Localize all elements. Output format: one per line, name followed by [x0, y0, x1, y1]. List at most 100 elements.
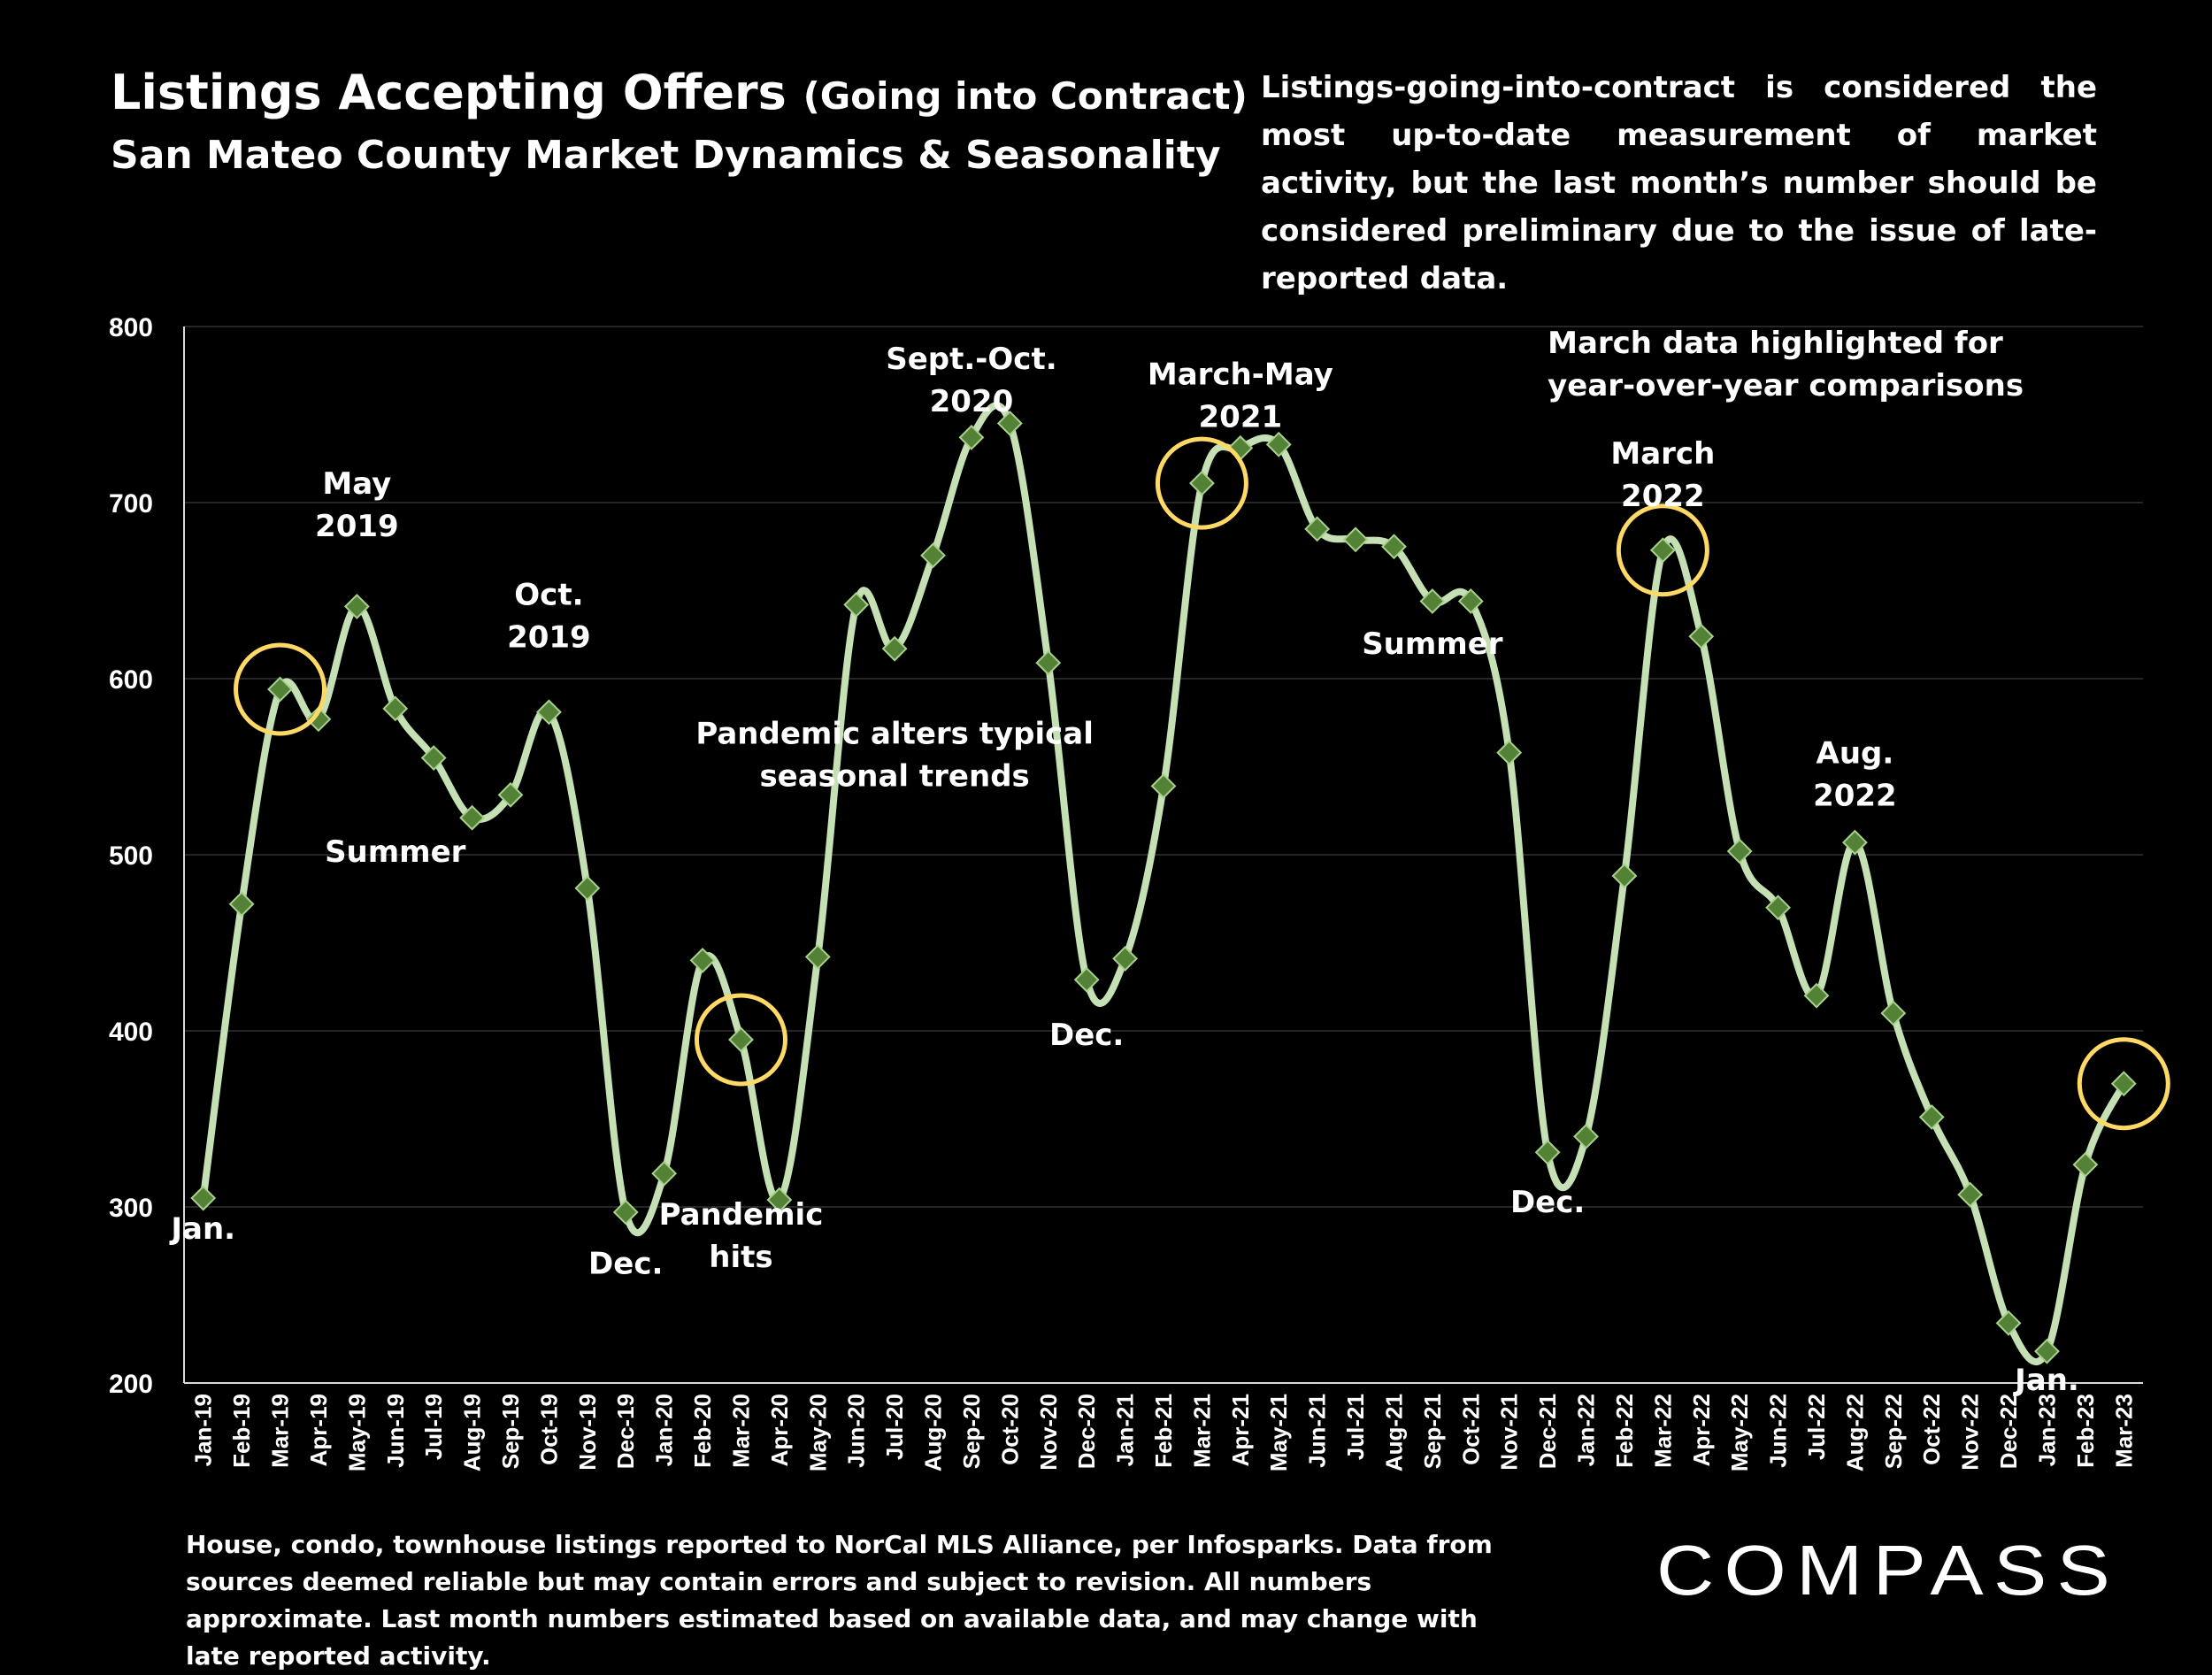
- annotation-13: March 2022: [1610, 436, 1715, 514]
- x-tick-label: Oct-20: [996, 1394, 1023, 1465]
- data-point-Dec-21: [1534, 1139, 1561, 1165]
- data-point-Aug-20: [920, 542, 946, 569]
- y-tick-label: 800: [109, 313, 153, 342]
- x-axis-ticks: Jan-19 Feb-19 Mar-19 Apr-19 May-19 Jun-19 Jul-…: [190, 1394, 2138, 1471]
- x-tick-label: Jan-19: [190, 1394, 217, 1466]
- x-tick-label: Mar-22: [1649, 1394, 1676, 1468]
- x-tick-label: May-19: [343, 1394, 370, 1471]
- x-tick-label: Apr-22: [1688, 1394, 1715, 1466]
- x-tick-label: Sep-20: [958, 1394, 985, 1469]
- data-point-May-22: [1726, 838, 1753, 864]
- annotation-7: Sept.-Oct. 2020: [886, 342, 1056, 419]
- data-point-Apr-20: [766, 1187, 793, 1213]
- annotation-0: Jan.: [169, 1211, 235, 1247]
- annotation-12: Dec.: [1510, 1185, 1585, 1220]
- data-markers: [190, 411, 2137, 1364]
- compass-logo-text: COMPASS: [1656, 1533, 2120, 1603]
- data-point-Aug-22: [1841, 829, 1868, 856]
- data-point-Nov-22: [1957, 1181, 1984, 1208]
- data-point-Mar-20: [728, 1026, 754, 1053]
- x-tick-label: Feb-21: [1150, 1394, 1177, 1468]
- data-point-Feb-20: [689, 947, 716, 973]
- data-point-Feb-22: [1611, 863, 1638, 889]
- data-point-Jul-21: [1342, 526, 1369, 553]
- data-point-Aug-19: [459, 804, 486, 831]
- annotation-4: Dec.: [588, 1247, 663, 1282]
- x-tick-label: Dec-19: [612, 1394, 639, 1469]
- data-point-Jan-20: [651, 1160, 678, 1187]
- x-tick-label: Dec-20: [1073, 1394, 1100, 1469]
- x-tick-label: Jul-21: [1342, 1394, 1369, 1460]
- line-chart: 200 300 400 500 600 700 800 Jan-19 Feb-19 Mar-19…: [109, 313, 2170, 1471]
- x-tick-label: Feb-20: [689, 1394, 716, 1468]
- highlight-circle-Mar-20: [694, 993, 787, 1087]
- data-point-Nov-21: [1496, 740, 1523, 765]
- data-point-Mar-23: [2110, 1071, 2137, 1097]
- annotation-3: Oct. 2019: [507, 577, 591, 655]
- x-tick-label: Oct-21: [1457, 1394, 1484, 1465]
- x-tick-label: Jan-22: [1573, 1394, 1600, 1466]
- data-point-Mar-19: [267, 676, 293, 703]
- data-point-Jan-19: [190, 1185, 217, 1211]
- x-tick-label: May-21: [1265, 1394, 1292, 1471]
- data-point-Jan-23: [2034, 1338, 2060, 1364]
- data-point-Feb-19: [228, 891, 255, 918]
- preliminary-data-note: Listings-going-into-contract is consider…: [1261, 70, 2097, 296]
- highlight-circle-Mar-21: [1155, 436, 1248, 530]
- y-axis-ticks: 200 300 400 500 600 700 800: [109, 313, 153, 1399]
- x-tick-label: Apr-19: [305, 1394, 332, 1466]
- x-tick-label: May-22: [1726, 1394, 1753, 1471]
- data-point-Sep-21: [1419, 588, 1446, 614]
- data-point-Dec-20: [1073, 966, 1100, 993]
- chart-subtitle: San Mateo County Market Dynamics & Seaso…: [111, 133, 1221, 178]
- x-tick-label: May-20: [804, 1394, 831, 1471]
- y-tick-label: 600: [109, 665, 153, 695]
- axes: [183, 327, 2143, 1384]
- data-point-Sep-22: [1880, 1000, 1907, 1026]
- x-tick-label: Feb-23: [2072, 1394, 2099, 1468]
- data-point-Feb-21: [1150, 772, 1177, 799]
- x-tick-label: Feb-19: [228, 1394, 255, 1468]
- x-tick-label: Jan-23: [2033, 1394, 2060, 1466]
- data-point-Jul-20: [881, 635, 908, 662]
- y-tick-label: 700: [109, 489, 153, 519]
- x-tick-label: Jun-19: [382, 1394, 409, 1468]
- x-tick-label: Jan-20: [651, 1394, 678, 1466]
- data-point-Apr-19: [305, 706, 332, 733]
- data-point-Dec-22: [1995, 1310, 2022, 1336]
- data-point-Mar-21: [1188, 470, 1215, 496]
- x-tick-label: Mar-23: [2110, 1394, 2137, 1468]
- annotation-2: Summer: [325, 834, 466, 870]
- x-tick-label: Oct-19: [535, 1394, 562, 1465]
- x-tick-label: Jul-20: [881, 1394, 908, 1460]
- march-highlight-circles: [234, 436, 2170, 1131]
- chart-title-suffix: (Going into Contract): [803, 74, 1248, 118]
- annotation-10: March data highlighted for year-over-year…: [1548, 326, 2024, 403]
- data-point-Jun-20: [843, 592, 870, 618]
- data-point-Oct-20: [996, 411, 1023, 436]
- data-point-Oct-19: [535, 699, 562, 726]
- x-tick-label: Sep-21: [1419, 1394, 1446, 1469]
- x-tick-label: Jul-19: [420, 1394, 447, 1460]
- data-point-May-20: [804, 944, 831, 970]
- data-point-Jun-22: [1765, 895, 1792, 921]
- x-tick-label: Apr-20: [766, 1394, 793, 1466]
- y-tick-label: 300: [109, 1194, 153, 1223]
- data-point-Oct-21: [1457, 588, 1484, 614]
- x-tick-label: Aug-22: [1841, 1394, 1868, 1471]
- chart-title-text: Listings Accepting Offers: [111, 65, 787, 120]
- annotation-14: Aug. 2022: [1813, 736, 1897, 814]
- x-tick-label: Sep-22: [1880, 1394, 1907, 1469]
- data-point-Mar-22: [1649, 537, 1676, 564]
- x-tick-label: Jul-22: [1803, 1394, 1830, 1460]
- y-tick-label: 500: [109, 841, 153, 871]
- highlight-circle-Mar-19: [234, 642, 327, 736]
- x-tick-label: Dec-22: [1995, 1394, 2022, 1469]
- x-tick-label: Jan-21: [1112, 1394, 1139, 1466]
- annotation-5: Pandemic hits: [659, 1197, 824, 1275]
- x-tick-label: Dec-21: [1534, 1394, 1561, 1469]
- data-point-Oct-22: [1918, 1104, 1945, 1130]
- x-tick-label: Aug-19: [459, 1394, 486, 1471]
- y-tick-label: 400: [109, 1018, 153, 1047]
- x-tick-label: Jun-20: [843, 1394, 870, 1468]
